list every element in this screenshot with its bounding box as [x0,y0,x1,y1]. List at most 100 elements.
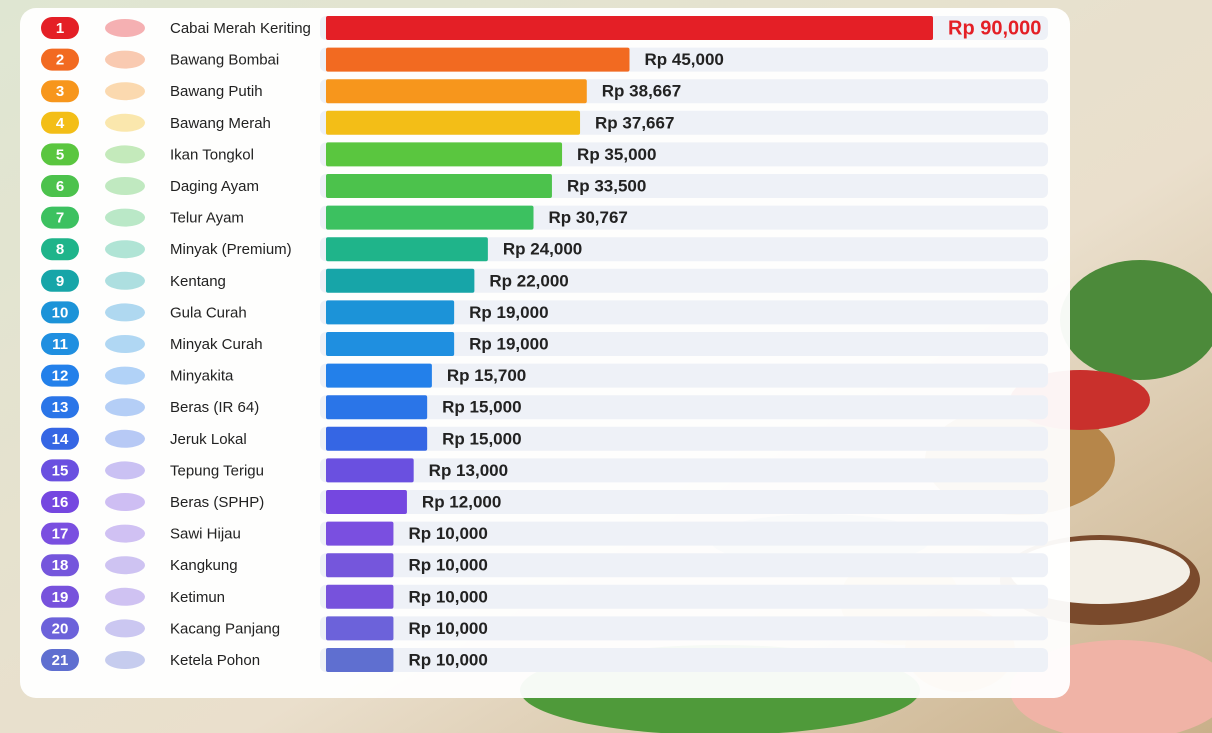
rank-badge [41,333,79,355]
rank: 2 [56,52,64,69]
rank-badge [41,364,79,387]
value-label: Rp 12,000 [422,492,501,511]
rank-badge [41,48,79,71]
value-label: Rp 15,000 [442,398,521,417]
bar [326,363,432,388]
rank-badge [41,301,79,324]
bar [326,458,414,483]
item-name: Bawang Putih [170,83,263,100]
bar [326,395,428,420]
item-icon [105,493,145,511]
value-label: Rp 90,000 [948,17,1041,39]
item-name: Minyak Curah [170,336,263,353]
bar [326,268,475,293]
rank-badge [41,649,79,671]
item-icon [105,619,145,638]
rank: 10 [52,304,69,321]
item-name: Minyak (Premium) [170,241,292,258]
item-icon [105,398,145,417]
rank: 13 [52,399,69,416]
item-name: Kangkung [170,557,238,574]
value-label: Rp 33,500 [567,176,646,195]
bar-track [320,458,1048,483]
rank: 12 [52,368,69,385]
value-label: Rp 19,000 [469,334,548,353]
item-icon [105,429,145,448]
rank-badge [41,617,79,640]
value-label: Rp 19,000 [469,303,548,322]
bar-track [320,616,1048,641]
item-icon [105,651,145,669]
value-label: Rp 10,000 [408,619,487,638]
rank-badge [41,269,79,292]
bar [326,205,534,230]
item-name: Bawang Merah [170,115,271,132]
item-name: Ketela Pohon [170,652,260,669]
rank: 16 [52,494,69,511]
bar-track [320,268,1048,293]
rank: 19 [52,589,69,606]
bar [326,47,630,72]
item-name: Cabai Merah Keriting [170,20,311,37]
item-icon [105,587,145,606]
bar-track [320,553,1048,578]
value-label: Rp 10,000 [408,524,487,543]
rank-badge [41,80,79,103]
bar-track [320,300,1048,325]
item-icon [105,335,145,353]
value-label: Rp 22,000 [489,271,568,290]
bar [326,521,394,546]
bar [326,174,552,198]
bar [326,110,581,135]
item-name: Beras (SPHP) [170,494,264,511]
bar-track [320,521,1048,546]
value-label: Rp 45,000 [645,50,724,69]
bar [326,426,428,451]
value-label: Rp 15,000 [442,429,521,448]
rank: 5 [56,146,64,163]
rank: 11 [52,336,68,353]
rank: 21 [52,652,69,669]
bar-track [320,237,1048,262]
bar [326,16,933,40]
bar [326,332,455,356]
bar-track [320,490,1048,514]
item-name: Ketimun [170,589,225,606]
rank-badge [41,491,79,513]
bar [326,553,394,578]
rank: 3 [56,83,64,100]
value-label: Rp 35,000 [577,145,656,164]
rank: 1 [56,20,64,37]
rank: 14 [52,431,69,448]
rank: 18 [52,557,69,574]
item-name: Kacang Panjang [170,620,280,637]
value-label: Rp 10,000 [408,556,487,575]
rank-badge [41,585,79,608]
rank: 4 [56,115,65,132]
bar [326,616,394,641]
item-name: Telur Ayam [170,210,244,227]
item-name: Beras (IR 64) [170,399,259,416]
item-icon [105,366,145,385]
item-name: Bawang Bombai [170,52,279,69]
bar-track [320,584,1048,609]
rank-badge [41,522,79,545]
rank: 15 [52,462,69,479]
item-icon [105,524,145,543]
item-icon [105,19,145,37]
item-name: Tepung Terigu [170,462,264,479]
rank-badge [41,238,79,261]
rank: 17 [52,526,69,543]
bar [326,79,587,104]
bar [326,142,563,167]
rank-badge [41,206,79,229]
item-name: Gula Curah [170,304,247,321]
value-label: Rp 13,000 [429,461,508,480]
rank-badge [41,554,79,577]
bar [326,648,394,672]
item-icon [105,145,145,164]
item-icon [105,82,145,101]
rank-badge [41,427,79,450]
bar [326,584,394,609]
